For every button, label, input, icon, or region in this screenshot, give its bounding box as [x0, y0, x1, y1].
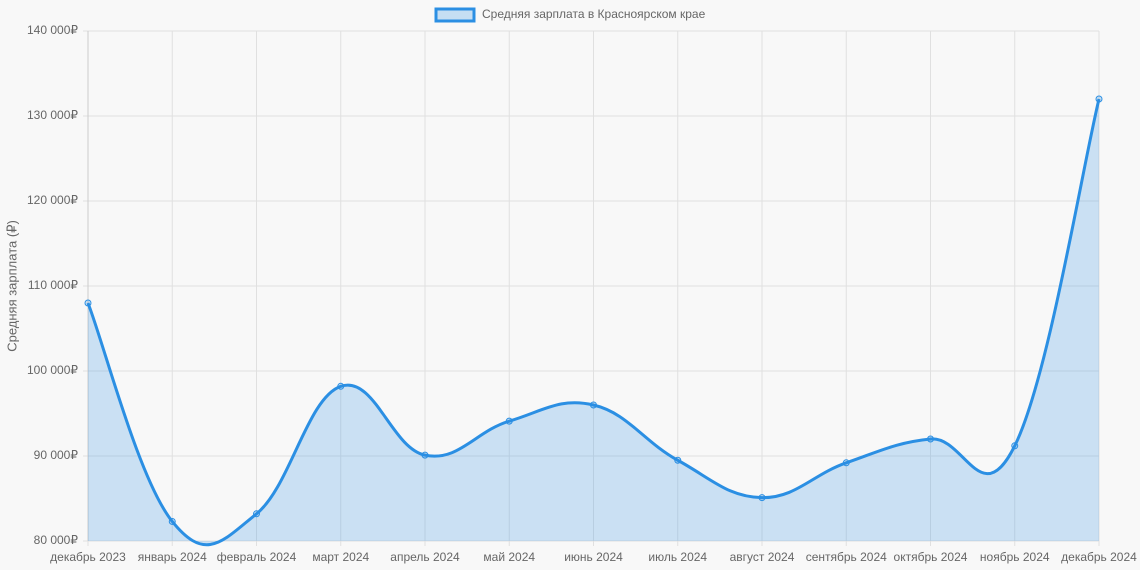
y-tick-label: 80 000₽ — [34, 533, 79, 547]
area — [88, 99, 1099, 545]
x-tick-label: сентябрь 2024 — [806, 550, 887, 564]
point — [842, 459, 850, 467]
point — [1011, 442, 1019, 450]
x-tick-label: декабрь 2024 — [1061, 550, 1137, 564]
y-tick-label: 120 000₽ — [27, 193, 78, 207]
legend-swatch — [434, 7, 476, 23]
x-tick-label: ноябрь 2024 — [980, 550, 1050, 564]
x-tick-label: декабрь 2023 — [50, 550, 126, 564]
point — [421, 451, 429, 459]
x-tick-label: август 2024 — [730, 550, 795, 564]
point — [927, 435, 934, 443]
x-tick-label: октябрь 2024 — [894, 550, 968, 564]
y-tick-label: 140 000₽ — [27, 23, 78, 37]
point — [168, 517, 176, 525]
point — [758, 494, 766, 502]
y-tick-label: 130 000₽ — [27, 108, 78, 122]
point — [590, 401, 597, 409]
point — [1095, 95, 1103, 103]
y-tick-label: 110 000₽ — [28, 278, 78, 292]
point — [674, 456, 682, 464]
point — [337, 382, 345, 390]
x-tick-label: апрель 2024 — [390, 550, 460, 564]
point — [84, 299, 92, 307]
x-tick-label: июнь 2024 — [564, 550, 623, 564]
x-tick-label: май 2024 — [483, 550, 535, 564]
x-tick-label: февраль 2024 — [217, 550, 297, 564]
legend-label: Средняя зарплата в Красноярском крае — [482, 7, 706, 21]
x-tick-label: июль 2024 — [648, 550, 707, 564]
y-tick-label: 90 000₽ — [34, 448, 79, 462]
line — [86, 98, 1101, 547]
y-axis-label: Средняя зарплата (₽) — [4, 220, 19, 352]
point — [505, 417, 513, 425]
point — [253, 510, 260, 518]
y-tick-label: 100 000₽ — [27, 363, 78, 377]
x-tick-label: январь 2024 — [138, 550, 207, 564]
x-tick-label: март 2024 — [312, 550, 369, 564]
